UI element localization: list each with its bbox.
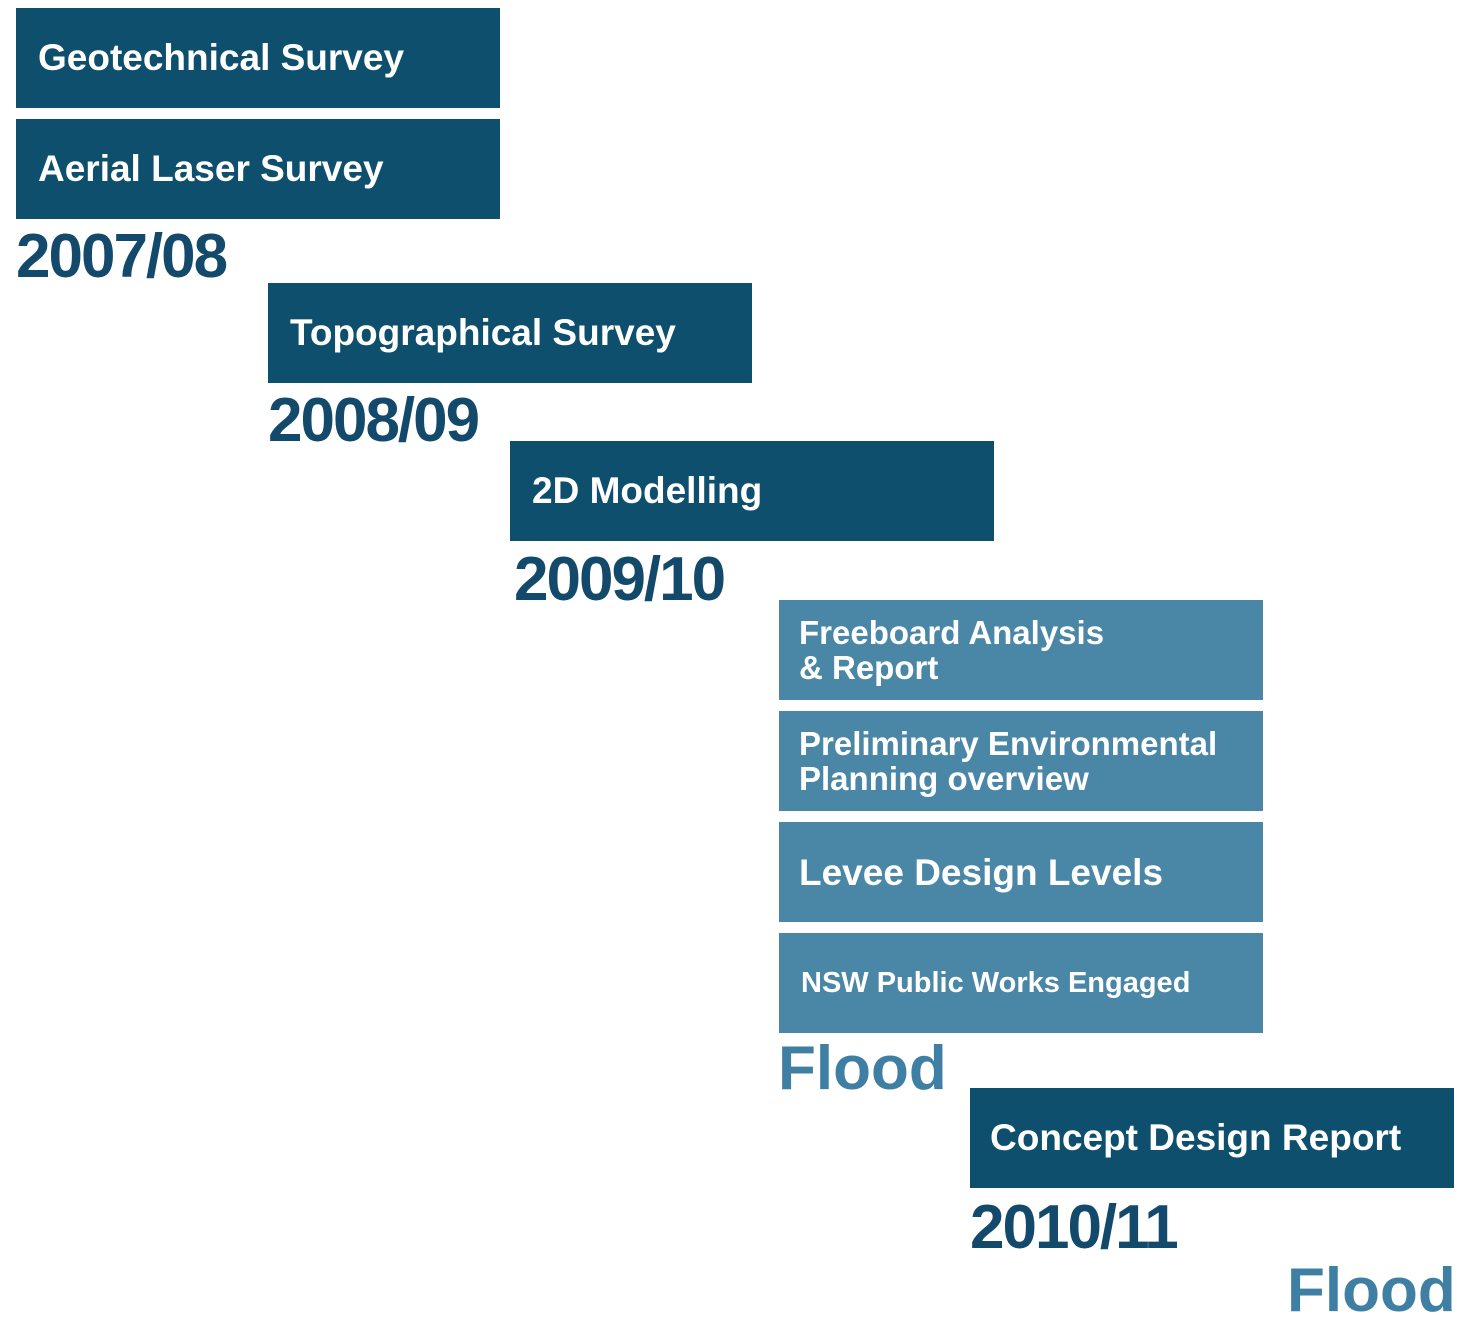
task-box: Preliminary Environmental Planning overvi…	[779, 711, 1263, 811]
event-label: Flood	[778, 1034, 947, 1103]
year-label: 2007/08	[16, 222, 228, 291]
task-label: Preliminary Environmental	[799, 725, 1218, 762]
task-label: Geotechnical Survey	[38, 37, 405, 78]
task-box: Geotechnical Survey	[16, 8, 500, 108]
task-label: 2D Modelling	[532, 470, 763, 511]
task-box: Levee Design Levels	[779, 822, 1263, 922]
event-label: Flood	[1287, 1256, 1456, 1325]
task-label: Aerial Laser Survey	[38, 148, 384, 189]
year-label: 2009/10	[514, 545, 726, 614]
task-box: Topographical Survey	[268, 283, 752, 383]
task-label: Levee Design Levels	[799, 851, 1164, 893]
task-label: NSW Public Works Engaged	[801, 966, 1191, 999]
task-label: Topographical Survey	[290, 312, 676, 353]
task-box: Aerial Laser Survey	[16, 119, 500, 219]
year-label: 2010/11	[970, 1193, 1179, 1262]
task-box: 2D Modelling	[510, 441, 994, 541]
task-box: Freeboard Analysis & Report	[779, 600, 1263, 700]
task-box: NSW Public Works Engaged	[779, 933, 1263, 1033]
task-label: Freeboard Analysis	[799, 614, 1105, 651]
task-box: Concept Design Report	[970, 1088, 1454, 1188]
task-label: Concept Design Report	[990, 1117, 1402, 1158]
year-label: 2008/09	[268, 386, 480, 455]
task-label: Planning overview	[799, 760, 1089, 797]
task-label: & Report	[799, 649, 939, 686]
